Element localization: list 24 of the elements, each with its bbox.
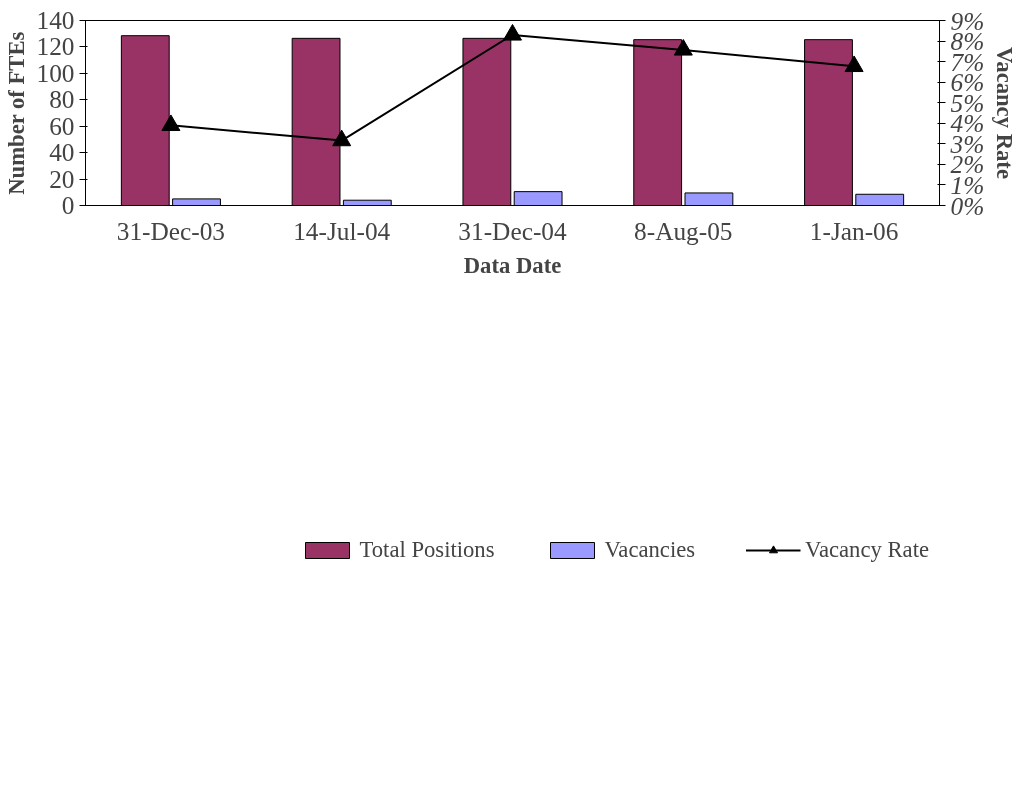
x-tick-label: 31-Dec-04 bbox=[458, 216, 567, 245]
x-tick-label: 1-Jan-06 bbox=[809, 216, 899, 245]
y-tick-label: 20 bbox=[49, 164, 75, 193]
x-axis-title: Data Date bbox=[463, 252, 562, 278]
x-tick-label: 8-Aug-05 bbox=[634, 216, 733, 245]
y-tick-label: 140 bbox=[36, 6, 75, 34]
point bbox=[844, 55, 864, 73]
point bbox=[673, 39, 693, 56]
y-tick-label: 80 bbox=[49, 85, 75, 114]
legend-label: Total Positions bbox=[359, 537, 495, 563]
y-tick-label: 120 bbox=[36, 32, 75, 61]
legend-label: Vacancies bbox=[604, 537, 696, 563]
y-tick-label: 40 bbox=[49, 138, 75, 167]
point bbox=[161, 114, 181, 132]
y-tick-label: 0 bbox=[61, 191, 75, 219]
y-axis-title: Number of FTEs bbox=[3, 31, 29, 195]
y-tick-label: 60 bbox=[49, 111, 75, 140]
point bbox=[332, 129, 352, 147]
legend-label: Vacancy Rate bbox=[805, 537, 929, 563]
x-tick-label: 31-Dec-03 bbox=[116, 216, 226, 245]
y2-axis-title: Vacancy Rate bbox=[992, 47, 1018, 179]
y-tick-label: 100 bbox=[36, 58, 75, 87]
x-tick-label: 14-Jul-04 bbox=[293, 216, 391, 245]
point bbox=[503, 24, 522, 41]
